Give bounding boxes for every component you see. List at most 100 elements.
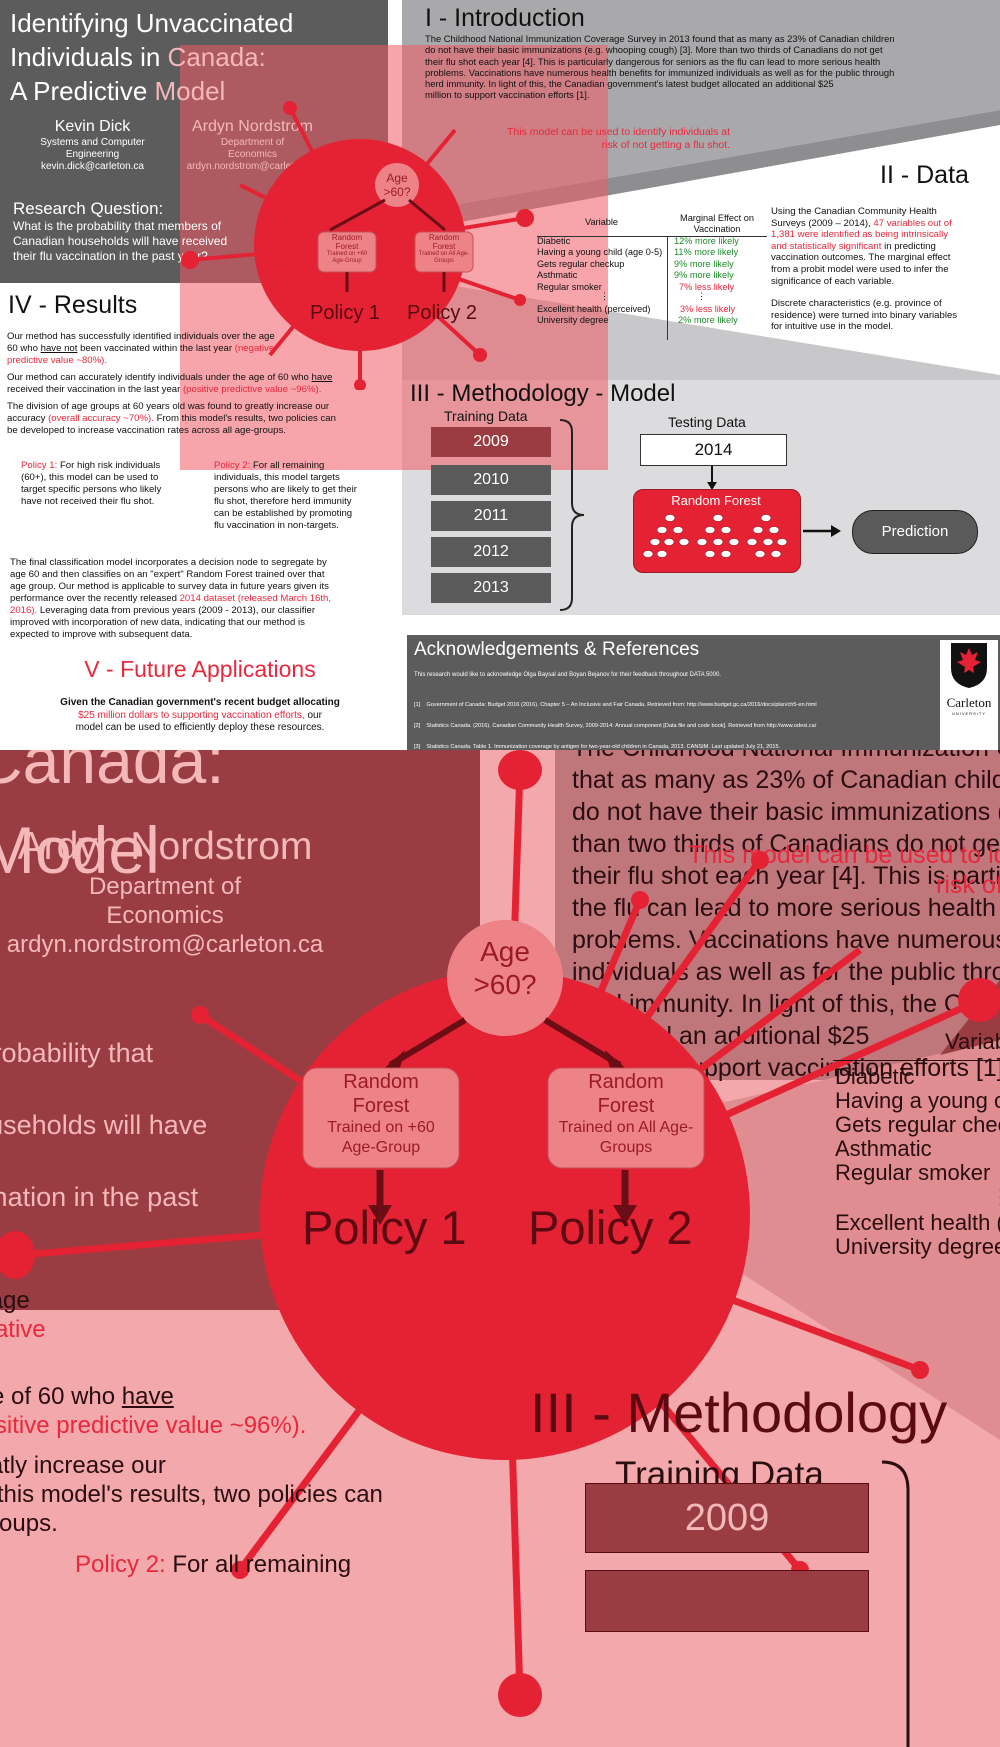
table-row: Diabetic (537, 236, 570, 247)
intro-line-3: their flu shot each year [4]. This is pa… (425, 55, 881, 67)
policy-2-line: can be established by promoting (214, 508, 353, 519)
table-cell-effect: 9% more likely (674, 270, 734, 281)
methodology-heading-a: III - Methodology (410, 380, 589, 407)
rf-1-line-1: Random (331, 233, 363, 242)
age-node (375, 163, 419, 207)
table-cell-variable: Excellent health (perceived) (537, 304, 651, 314)
results-line: The final classification model incorpora… (10, 557, 327, 568)
intro-line-5: herd immunity. In light of this, the Can… (425, 78, 834, 90)
table-row: Excellent health (perceived) (537, 304, 650, 315)
zoom-arrowhead-policy-1 (368, 1205, 392, 1225)
results-span: performance over the recently released (10, 593, 177, 604)
introduction: I - Introduction The Childhood National … (425, 3, 997, 101)
zoom-results-highlight: (negative (0, 1316, 46, 1343)
zoom-research-fragment: What is the probability that members of … (0, 1035, 235, 1251)
table-row: Gets regular checkup (537, 259, 624, 270)
policy-2-title: Policy 2: (214, 460, 251, 471)
test-arrow (707, 466, 717, 490)
zoom-rf-1-line-4: Age-Group (341, 1139, 421, 1156)
results-line: The division of age groups at 60 years o… (7, 401, 330, 412)
zoom-author-dept-2: Economics (106, 902, 224, 929)
rf-2-line-3: Trained on All Age- (418, 251, 470, 257)
shield-icon (951, 643, 987, 688)
results-line: expected to improve with subsequent data… (10, 629, 193, 640)
title-line-3b: Model (154, 76, 226, 106)
future-heading: V - Future Applications (84, 656, 316, 682)
zoom-results-line: Our method has successfully identified i… (0, 1287, 30, 1314)
policy-1-label: Policy 1 (310, 302, 381, 324)
zoom-policy-2: Policy 2 (528, 1201, 693, 1254)
table-cell-variable: University degree (537, 315, 609, 326)
rf-1-line-2: Forest (335, 242, 359, 251)
results-span: received their vaccination in the last y… (7, 384, 181, 395)
year-2012: 2012 (431, 537, 551, 567)
results-highlight: 2014 dataset (released March 16th, (179, 593, 332, 604)
zoom-rf-1-line-3: Trained on +60 (327, 1119, 435, 1136)
zoom-rf-node-2 (547, 1067, 705, 1169)
results-line: improved with incorporation of new data,… (10, 617, 305, 628)
zoom-note-line: risk of not getting a flu shot. (936, 871, 1000, 899)
author-1: Kevin Dick Systems and Computer Engineer… (10, 117, 175, 173)
table-cell-effect: 2% more likely (678, 315, 738, 326)
zoom-rf-2-line-3: Trained on All Age- (558, 1119, 694, 1136)
zoom-rf-2-line-2: Forest (597, 1095, 655, 1117)
zoom-title-model: Model (0, 813, 160, 887)
research-heading: Research Question: (13, 199, 164, 218)
policy-1-title: Policy 1: (21, 460, 58, 471)
results-highlight: 2016). (10, 605, 38, 616)
table-cell-variable: Regular smoker (537, 281, 602, 292)
results-span: Leveraging data from previous years (200… (39, 605, 316, 616)
zoom-results-line: be developed to increase vaccination rat… (0, 1510, 58, 1537)
zoom-arrowhead-policy-2 (613, 1205, 637, 1225)
data-section-band (388, 125, 1000, 375)
policy-2-line: persons who are likely to get their (214, 484, 357, 495)
zoom-methodology-heading: III - Methodology (530, 1381, 948, 1444)
zoom-age-node (447, 920, 563, 1036)
table-cell-variable: Diabetic (537, 236, 571, 246)
model-note: This model can be used to identify indiv… (470, 126, 730, 152)
data-heading: II - Data (880, 161, 969, 189)
data-text-line: from a probit model were used to infer t… (771, 263, 949, 275)
zoom-policy-2-title: Policy 2: (75, 1551, 166, 1578)
prediction-node: Prediction (852, 510, 978, 554)
results-highlight: (negative (234, 343, 275, 354)
rf-1-line-4: Age-Group (332, 258, 362, 264)
zoom-title: Canada: Model (0, 750, 225, 895)
reference: [3] Statistics Canada. Table 1. Immuniza… (414, 744, 781, 750)
data-text-line: residence) were turned into binary varia… (771, 309, 958, 321)
table-cell-effect: 9% more likely (674, 258, 734, 269)
research-line-3: their flu vaccination in the past year? (13, 249, 208, 263)
future-text: Given the Canadian government's recent b… (0, 697, 400, 735)
data-text: Using the Canadian Community Health Surv… (771, 206, 991, 333)
results-span: accuracy (7, 413, 46, 424)
table-col-effect-line-2: Vaccination (693, 224, 741, 235)
table-col-variable: Variable (585, 217, 619, 227)
methodology-heading: III - Methodology - Model (410, 380, 675, 408)
zoom-intro-line: problems. Vaccinations have numerous hea… (572, 926, 1000, 986)
rf-label-1: Random Forest Trained on +60 Age-Group (318, 233, 376, 265)
future-line-1: Given the Canadian government's recent b… (60, 697, 340, 708)
data-text-highlight: 1,381 were identified as being intrinsic… (771, 229, 949, 241)
results-line: age group. Our method is applicable to s… (10, 581, 329, 592)
zoomed-view: Canada: Model Ardyn Nordstrom Department… (0, 750, 1000, 1747)
results-final: The final classification model incorpora… (10, 557, 388, 641)
age-label: Age >60? (372, 171, 422, 199)
author-1-name: Kevin Dick (54, 118, 131, 135)
zoom-research-line: Canadian households will have received (0, 1110, 208, 1140)
zoom-year-2010 (585, 1570, 869, 1632)
data-text-span: Surveys (2009 – 2014), (771, 217, 871, 229)
zoom-year-2009: 2009 (585, 1483, 869, 1553)
results-line: be developed to increase vaccination rat… (7, 425, 286, 436)
carleton-logo: Carleton UNIVERSITY (940, 640, 998, 750)
author-1-email: kevin.dick@carleton.ca (41, 161, 144, 172)
zoom-rf-1-line-1: Random (343, 1071, 419, 1093)
future-line-3: model can be used to efficiently deploy … (75, 722, 325, 733)
title-line-2a: Individuals in (10, 42, 168, 72)
zoom-intro-line: The Childhood National Immunization Cove… (572, 750, 1000, 794)
zoom-research-line: What is the probability that members of (0, 1038, 154, 1068)
intro-line-6: million to support vaccination efforts [… (425, 89, 590, 101)
zoom-bracket (881, 1460, 910, 1747)
ack-references: [1] Government of Canada: Budget 2016 (2… (414, 688, 944, 750)
policy-2-text: Policy 2: For all remaining individuals,… (214, 460, 389, 532)
year-2011: 2011 (431, 501, 551, 531)
